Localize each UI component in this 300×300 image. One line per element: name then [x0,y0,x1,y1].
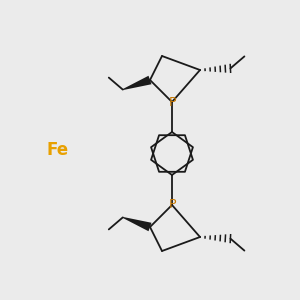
Polygon shape [123,217,152,231]
Text: P: P [168,199,176,212]
Text: Fe: Fe [46,141,69,159]
Text: P: P [168,95,176,109]
Polygon shape [123,76,152,90]
